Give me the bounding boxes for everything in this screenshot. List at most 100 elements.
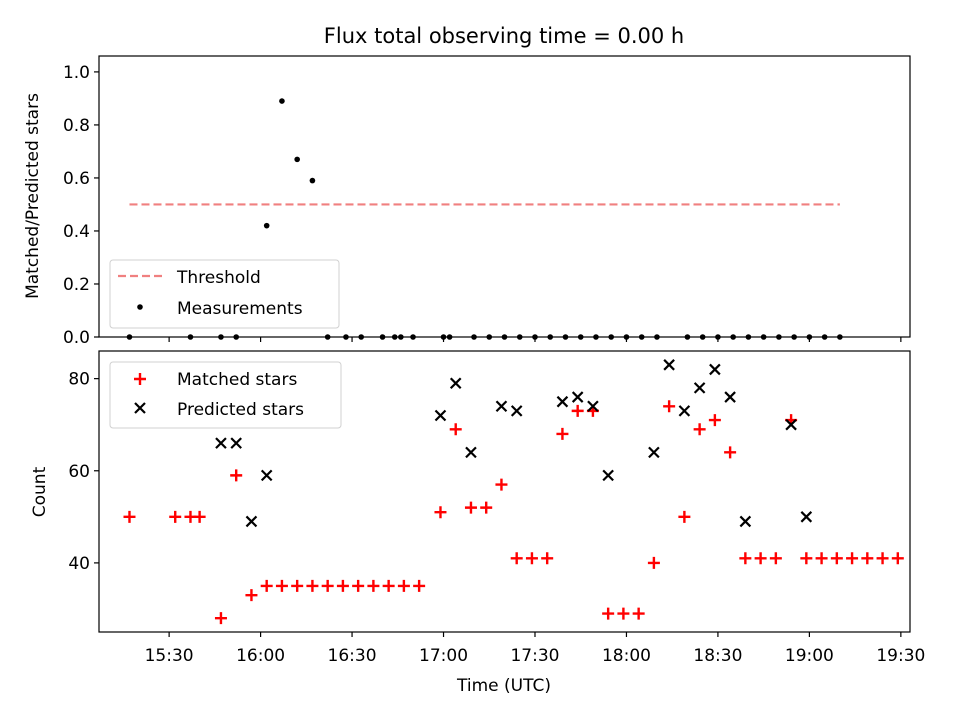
matched-star-point xyxy=(510,552,523,565)
matched-star-point xyxy=(480,501,493,514)
predicted-star-point xyxy=(556,395,569,408)
measurement-point xyxy=(776,334,782,340)
x-tick-label: 17:30 xyxy=(510,646,559,666)
matched-star-point xyxy=(449,423,462,436)
matched-star-point xyxy=(245,589,258,602)
predicted-star-point xyxy=(449,377,462,390)
measurement-point xyxy=(684,334,691,340)
predicted-star-point xyxy=(709,363,721,376)
top-y-tick-label: 1.0 xyxy=(63,63,90,83)
matched-star-point xyxy=(571,404,584,417)
measurement-point xyxy=(446,334,453,340)
predicted-star-point xyxy=(693,382,706,394)
x-tick-label: 19:00 xyxy=(785,646,834,666)
top-y-tick-label: 0.0 xyxy=(63,328,90,348)
matched-star-point xyxy=(367,579,380,592)
top-legend: Threshold Measurements xyxy=(109,259,340,329)
measurement-point xyxy=(791,334,797,340)
bottom-legend: Matched stars Predicted stars xyxy=(109,361,342,429)
matched-star-point xyxy=(352,579,365,592)
matched-star-point xyxy=(413,579,426,592)
bottom-plot-panel: 40 60 80 15:30 16:00 16:30 17:00 17:30 18:00 18:… xyxy=(30,350,925,696)
predicted-star-point xyxy=(663,359,675,371)
measurement-point xyxy=(471,334,477,340)
legend-matched-marker xyxy=(134,373,146,385)
x-tick-label: 18:30 xyxy=(693,646,742,666)
top-y-tick-label: 0.8 xyxy=(63,116,90,136)
measurement-point xyxy=(379,334,386,340)
top-y-axis-label: Matched/Predicted stars xyxy=(23,93,43,299)
measurement-point xyxy=(343,334,349,340)
predicted-star-point xyxy=(800,511,813,523)
measurement-point xyxy=(638,334,645,340)
matched-star-point xyxy=(678,510,691,523)
measurement-point xyxy=(837,334,843,340)
predicted-star-point xyxy=(230,437,242,449)
matched-star-point xyxy=(602,607,615,620)
top-y-tick-label: 0.4 xyxy=(63,222,90,242)
matched-star-point xyxy=(647,556,660,569)
measurement-point xyxy=(187,334,194,340)
measurement-point xyxy=(577,334,584,340)
matched-star-point xyxy=(769,552,782,565)
measurement-point xyxy=(699,334,706,340)
measurement-point xyxy=(593,334,599,340)
matched-star-point xyxy=(632,607,645,620)
matched-star-point xyxy=(861,552,874,565)
matched-star-point xyxy=(434,506,447,519)
measurement-point xyxy=(410,334,416,340)
legend-measurements-label: Measurements xyxy=(177,299,303,319)
measurement-point xyxy=(547,334,554,340)
matched-star-point xyxy=(724,446,737,459)
predicted-star-point xyxy=(434,409,447,422)
matched-star-point xyxy=(876,552,889,565)
bottom-plot-frame xyxy=(98,350,911,633)
measurement-point xyxy=(760,334,767,340)
legend-measurements-marker xyxy=(137,304,143,310)
measurement-point xyxy=(263,222,270,229)
measurement-point xyxy=(294,156,300,163)
legend-matched-label: Matched stars xyxy=(177,370,297,390)
top-y-tick-label: 0.2 xyxy=(63,275,90,295)
x-axis-label: Time (UTC) xyxy=(456,676,551,696)
matched-star-point xyxy=(617,607,630,620)
predicted-star-point xyxy=(215,437,227,449)
measurement-point xyxy=(218,334,224,340)
measurement-point xyxy=(309,177,316,184)
predicted-star-point xyxy=(678,405,691,417)
measurement-point xyxy=(516,334,523,340)
measurement-point xyxy=(391,334,398,340)
predicted-star-point xyxy=(245,515,258,528)
matched-star-point xyxy=(397,579,410,592)
predicted-star-point xyxy=(785,418,797,431)
x-tick-label: 16:30 xyxy=(328,646,377,666)
matched-star-point xyxy=(291,579,304,592)
x-tick-label: 17:00 xyxy=(419,646,468,666)
measurement-point xyxy=(324,334,331,340)
predicted-star-point xyxy=(510,405,523,417)
measurement-point xyxy=(730,334,736,340)
matched-star-point xyxy=(464,501,477,514)
measurement-point xyxy=(398,334,404,340)
measurement-point xyxy=(501,334,508,340)
bottom-y-tick-label: 60 xyxy=(68,462,90,482)
bottom-y-tick-label: 80 xyxy=(68,370,90,390)
matched-star-point xyxy=(541,552,554,565)
bottom-y-tick-label: 40 xyxy=(68,554,90,574)
measurement-point xyxy=(608,334,615,340)
matched-star-point xyxy=(275,579,288,592)
predicted-star-point xyxy=(495,400,508,413)
measurement-point xyxy=(654,334,660,340)
matched-star-point xyxy=(525,552,538,565)
matched-star-point xyxy=(693,423,706,436)
matched-star-point xyxy=(321,579,334,592)
matched-star-point xyxy=(169,510,182,523)
legend-threshold-label: Threshold xyxy=(176,268,261,288)
predicted-star-point xyxy=(260,469,273,482)
top-y-tick-label: 0.6 xyxy=(63,169,90,189)
matched-star-point xyxy=(846,552,859,565)
matched-star-point xyxy=(336,579,349,592)
measurement-point xyxy=(486,334,493,340)
measurement-point xyxy=(821,334,828,340)
matched-star-point xyxy=(891,552,904,565)
